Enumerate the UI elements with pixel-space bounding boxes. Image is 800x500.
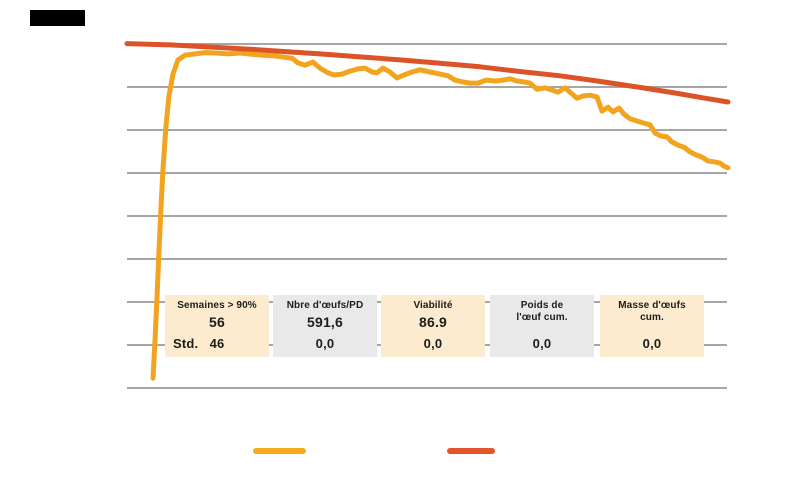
stat-box-std-value: 0,0 <box>642 336 662 351</box>
stat-box-label: Masse d'œufs cum. <box>618 300 686 323</box>
stat-box-3: Viabilité 86.9 0,0 <box>381 295 485 357</box>
stat-box-std-value: 0,0 <box>315 336 335 351</box>
stat-box-label: Poids de l'œuf cum. <box>516 300 568 323</box>
stat-box-label: Viabilité <box>413 300 453 311</box>
stat-box-std-row: Std. 46 <box>165 336 269 351</box>
std-label: Std. <box>173 336 199 351</box>
stat-box-std-row: 0,0 <box>490 336 594 351</box>
stat-box-std-value: 46 <box>209 336 225 351</box>
legend-item-red[interactable] <box>447 448 495 454</box>
stat-box-value: 86.9 <box>418 313 448 330</box>
stat-box-value: 591,6 <box>306 313 344 330</box>
stat-box-std-row: 0,0 <box>273 336 377 351</box>
stat-box-label: Nbre d'œufs/PD <box>286 300 364 311</box>
stat-box-1: Semaines > 90% 56 Std. 46 <box>165 295 269 357</box>
series-yellow-line <box>150 50 731 381</box>
legend-item-yellow[interactable] <box>253 448 306 454</box>
stat-box-std-value: 0,0 <box>423 336 443 351</box>
stat-box-5: Masse d'œufs cum. 0,0 <box>600 295 704 357</box>
title-bar <box>30 10 85 26</box>
stat-box-label: Semaines > 90% <box>177 300 257 311</box>
stat-box-std-value: 0,0 <box>532 336 552 351</box>
stat-box-std-row: 0,0 <box>600 336 704 351</box>
stat-box-value: 56 <box>209 313 225 330</box>
series-red-line <box>124 41 731 105</box>
stat-box-std-row: 0,0 <box>381 336 485 351</box>
stat-box-4: Poids de l'œuf cum. 0,0 <box>490 295 594 357</box>
stat-box-2: Nbre d'œufs/PD 591,6 0,0 <box>273 295 377 357</box>
